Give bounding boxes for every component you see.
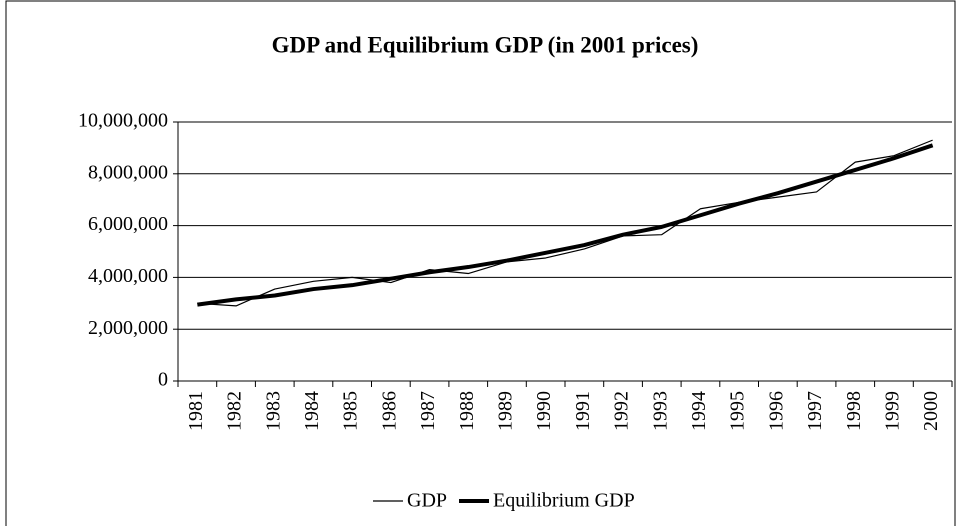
- x-tick-label: 1987: [417, 391, 439, 431]
- x-tick-label: 1999: [882, 391, 904, 431]
- x-tick-label: 1994: [688, 391, 710, 431]
- legend-label: Equilibrium GDP: [493, 490, 635, 512]
- legend-label: GDP: [407, 490, 447, 512]
- x-tick-label: 1985: [340, 391, 362, 431]
- x-tick-label: 1993: [649, 391, 671, 431]
- y-tick-label: 4,000,000: [88, 265, 168, 287]
- y-tick-label: 8,000,000: [88, 161, 168, 183]
- x-tick-label: 1989: [495, 391, 517, 431]
- x-tick-label: 1990: [533, 391, 555, 431]
- x-tick-label: 1983: [262, 391, 284, 431]
- x-tick-label: 1991: [572, 391, 594, 431]
- x-tick-label: 1986: [378, 391, 400, 431]
- x-tick-label: 1997: [804, 391, 826, 431]
- series-line: [197, 143, 934, 307]
- chart-title: GDP and Equilibrium GDP (in 2001 prices): [272, 32, 699, 57]
- y-tick-label: 2,000,000: [88, 317, 168, 339]
- y-tick-label: 10,000,000: [78, 110, 168, 132]
- y-tick-label: 6,000,000: [88, 213, 168, 235]
- x-tick-label: 1995: [727, 391, 749, 431]
- x-tick-label: 1984: [301, 391, 323, 431]
- x-tick-label: 1988: [456, 391, 478, 431]
- x-tick-label: 1998: [843, 391, 865, 431]
- x-tick-label: 2000: [920, 391, 942, 431]
- x-tick-label: 1996: [765, 391, 787, 431]
- x-tick-label: 1982: [224, 391, 246, 431]
- x-tick-label: 1981: [185, 391, 207, 431]
- x-tick-label: 1992: [611, 391, 633, 431]
- y-tick-label: 0: [158, 369, 168, 391]
- series-line: [197, 139, 933, 307]
